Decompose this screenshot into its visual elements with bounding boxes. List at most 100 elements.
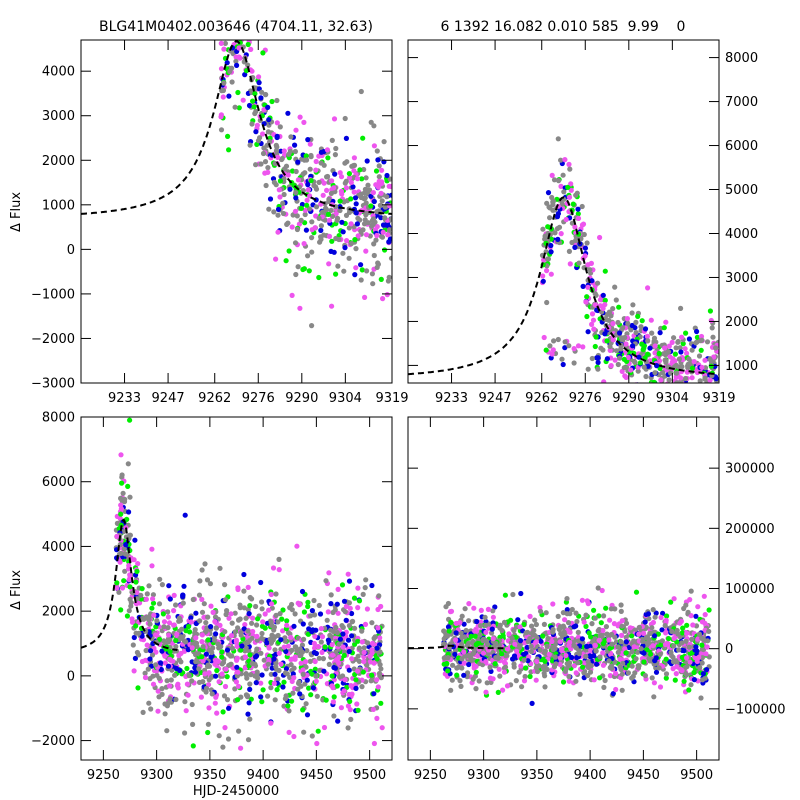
- data-point-gray: [575, 638, 582, 644]
- data-point-magenta: [218, 114, 224, 120]
- data-point-gray: [497, 622, 503, 628]
- data-point-magenta: [501, 659, 507, 665]
- data-point-gray: [182, 699, 188, 705]
- data-point-gray: [445, 655, 451, 661]
- data-point-gray: [221, 80, 227, 86]
- data-point-magenta: [228, 633, 235, 639]
- x-tick-label: 9276: [242, 391, 275, 406]
- data-point-green: [473, 669, 479, 675]
- data-point-blue: [378, 215, 384, 221]
- data-point-gray: [274, 97, 280, 104]
- data-point-gray: [165, 625, 171, 631]
- data-point-blue: [253, 654, 259, 660]
- data-point-gray: [490, 608, 496, 614]
- data-point-gray: [359, 628, 365, 634]
- data-point-green: [135, 685, 141, 691]
- data-point-gray: [361, 166, 367, 173]
- data-point-magenta: [242, 622, 248, 628]
- x-tick-label: 9250: [87, 768, 120, 783]
- data-point-magenta: [166, 632, 172, 638]
- data-point-green: [686, 687, 692, 693]
- data-point-green: [584, 294, 590, 300]
- data-point-gray: [613, 415, 618, 420]
- data-point-magenta: [379, 167, 385, 173]
- data-point-gray: [618, 602, 624, 608]
- data-point-magenta: [150, 596, 156, 602]
- data-point-blue: [626, 644, 632, 651]
- data-point-gray: [136, 652, 142, 658]
- data-point-green: [205, 637, 211, 643]
- data-point-blue: [675, 385, 680, 390]
- data-point-green: [672, 677, 678, 683]
- data-point-magenta: [558, 231, 564, 237]
- data-point-green: [118, 607, 124, 613]
- data-point-gray: [571, 360, 577, 366]
- data-point-magenta: [355, 233, 361, 239]
- data-point-green: [183, 628, 189, 634]
- data-point-green: [357, 167, 363, 173]
- data-point-green: [323, 697, 329, 703]
- data-point-magenta: [379, 725, 385, 731]
- data-point-magenta: [118, 452, 124, 458]
- data-point-magenta: [355, 668, 361, 674]
- data-point-magenta: [641, 630, 647, 637]
- data-point-gray: [128, 603, 134, 609]
- axes-frame: [80, 39, 393, 384]
- data-point-green: [369, 672, 375, 678]
- data-point-magenta: [117, 559, 123, 565]
- model-curve: [408, 196, 719, 376]
- data-point-gray: [203, 620, 209, 626]
- data-point-gray: [291, 665, 297, 671]
- data-point-gray: [247, 594, 253, 601]
- data-point-magenta: [707, 377, 713, 383]
- data-point-gray: [199, 567, 205, 573]
- data-point-gray: [279, 155, 285, 162]
- data-point-magenta: [351, 155, 357, 161]
- data-point-blue: [629, 322, 635, 329]
- data-point-magenta: [321, 180, 327, 186]
- data-point-blue: [346, 578, 353, 584]
- x-tick-label: 9247: [152, 391, 185, 406]
- data-point-gray: [682, 375, 689, 382]
- data-point-blue: [226, 705, 232, 711]
- data-point-magenta: [558, 183, 564, 189]
- data-point-gray: [553, 661, 559, 667]
- data-point-gray: [569, 239, 575, 246]
- data-point-magenta: [331, 116, 338, 122]
- data-point-blue: [595, 359, 601, 366]
- x-tick-label: 9262: [198, 391, 231, 406]
- data-point-magenta: [378, 190, 384, 196]
- data-point-gray: [362, 195, 368, 201]
- data-point-gray: [448, 687, 454, 693]
- data-point-green: [575, 211, 581, 217]
- data-point-gray: [299, 156, 305, 162]
- data-point-gray: [236, 728, 242, 734]
- data-point-magenta: [337, 170, 343, 176]
- data-point-green: [602, 297, 608, 303]
- data-point-gray: [203, 685, 210, 691]
- data-point-magenta: [224, 13, 229, 18]
- data-point-green: [315, 728, 321, 734]
- data-point-gray: [259, 599, 265, 605]
- data-point-gray: [482, 614, 488, 621]
- data-point-gray: [235, 625, 241, 631]
- x-tick-label: 9250: [414, 768, 447, 783]
- data-point-green: [235, 89, 241, 96]
- data-point-gray: [629, 675, 635, 681]
- data-point-green: [205, 729, 211, 736]
- data-point-magenta: [343, 603, 349, 610]
- data-point-blue: [572, 244, 578, 250]
- data-point-blue: [234, 62, 240, 68]
- data-point-magenta: [628, 367, 634, 373]
- data-point-magenta: [248, 46, 254, 53]
- data-point-gray: [116, 589, 122, 595]
- data-point-magenta: [375, 606, 381, 613]
- data-point-gray: [156, 675, 162, 681]
- data-point-green: [616, 304, 622, 310]
- data-point-green: [684, 622, 690, 628]
- data-point-magenta: [222, 683, 229, 690]
- data-point-blue: [275, 206, 282, 212]
- data-point-gray: [218, 127, 225, 133]
- x-tick-label: 9276: [569, 391, 602, 406]
- data-point-gray: [335, 263, 341, 269]
